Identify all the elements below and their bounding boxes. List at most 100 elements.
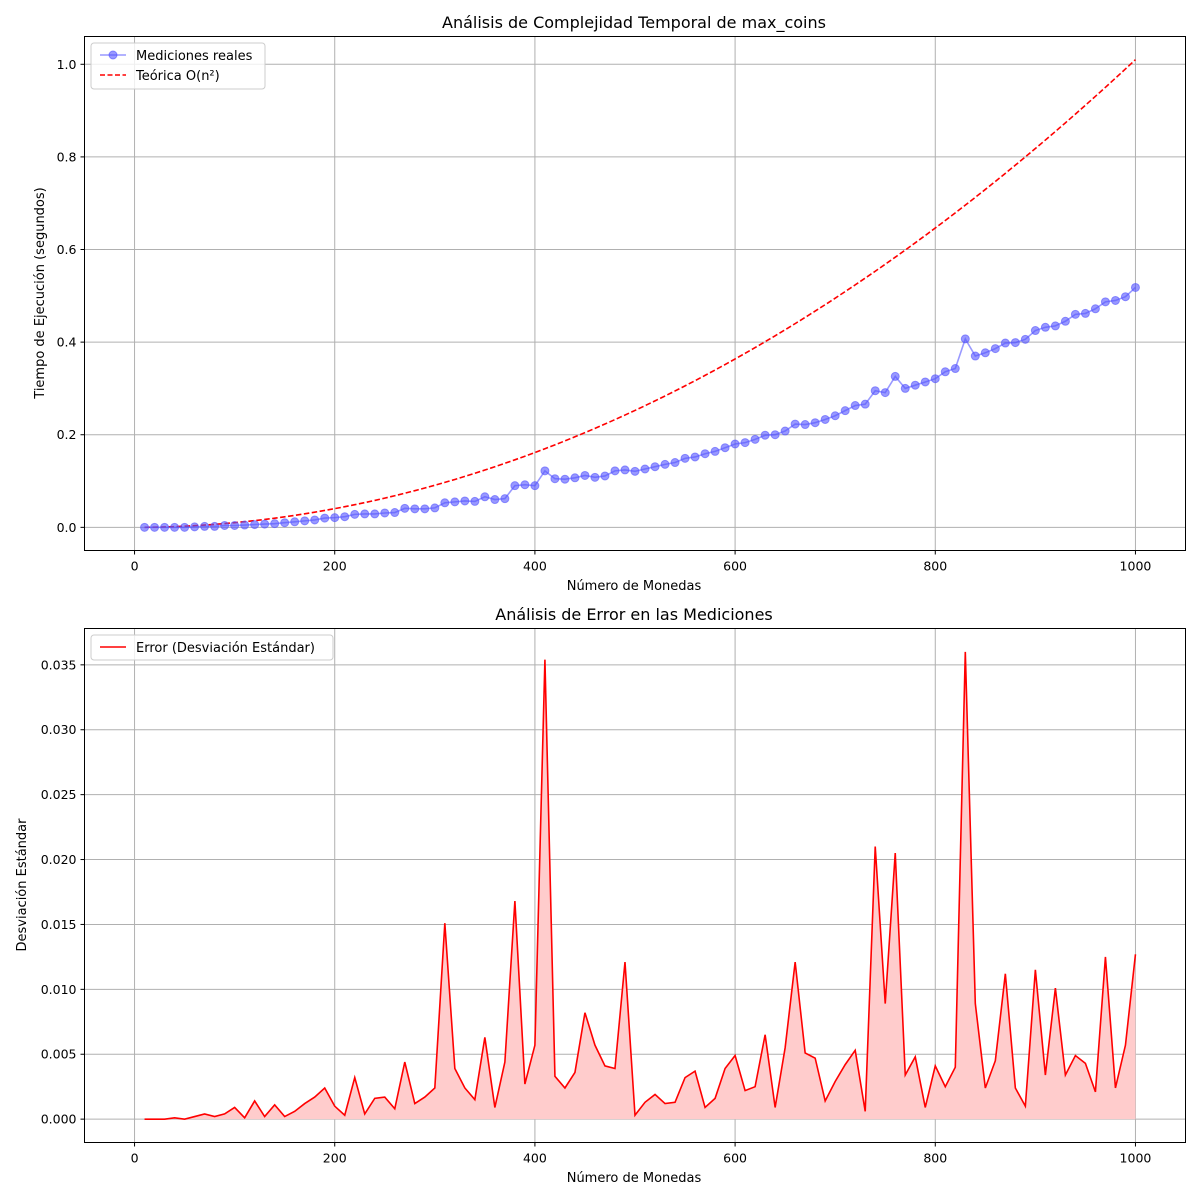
data-point-measured bbox=[180, 522, 190, 532]
data-point-measured bbox=[1120, 292, 1130, 302]
data-point-measured bbox=[760, 430, 770, 440]
data-point-measured bbox=[190, 522, 200, 532]
data-point-measured bbox=[690, 452, 700, 462]
data-point-measured bbox=[870, 386, 880, 396]
data-point-measured bbox=[810, 418, 820, 428]
data-point-measured bbox=[1080, 308, 1090, 318]
data-point-measured bbox=[440, 498, 450, 508]
data-point-measured bbox=[970, 351, 980, 361]
data-point-measured bbox=[650, 462, 660, 472]
data-point-measured bbox=[150, 522, 160, 532]
data-point-measured bbox=[750, 434, 760, 444]
data-point-measured bbox=[1130, 282, 1140, 292]
legend-entry-measured: Mediciones reales bbox=[100, 49, 253, 64]
data-point-measured bbox=[910, 380, 920, 390]
data-point-measured bbox=[610, 466, 620, 476]
series-line-measured bbox=[144, 286, 1136, 529]
data-point-measured bbox=[780, 426, 790, 436]
x-tick-label: 200 bbox=[323, 559, 347, 574]
legend-entry-theoretical: Teórica O(n²) bbox=[100, 69, 220, 84]
data-point-measured bbox=[230, 520, 240, 530]
x-axis-label: Número de Monedas bbox=[567, 1171, 702, 1186]
x-axis-label: Número de Monedas bbox=[567, 579, 702, 594]
y-tick-label: 0.000 bbox=[41, 1112, 77, 1127]
data-point-measured bbox=[360, 509, 370, 519]
data-point-measured bbox=[950, 364, 960, 374]
y-tick-label: 0.0 bbox=[57, 520, 77, 535]
data-point-measured bbox=[1110, 295, 1120, 305]
data-point-measured bbox=[1040, 322, 1050, 332]
data-point-measured bbox=[290, 517, 300, 527]
data-point-measured bbox=[550, 474, 560, 484]
data-point-measured bbox=[490, 495, 500, 505]
series-line-theoretical bbox=[144, 59, 1136, 529]
data-point-measured bbox=[580, 470, 590, 480]
series-line-error bbox=[144, 651, 1137, 1120]
data-point-measured bbox=[790, 419, 800, 429]
data-point-measured bbox=[140, 522, 150, 532]
data-point-measured bbox=[220, 520, 230, 530]
data-point-measured bbox=[720, 443, 730, 453]
data-point-measured bbox=[770, 430, 780, 440]
plot-area bbox=[140, 59, 1140, 532]
data-point-measured bbox=[1010, 338, 1020, 348]
data-point-measured bbox=[460, 496, 470, 506]
data-point-measured bbox=[390, 508, 400, 518]
data-point-measured bbox=[830, 411, 840, 421]
y-tick-label: 0.8 bbox=[57, 149, 77, 164]
data-point-measured bbox=[590, 472, 600, 482]
data-point-measured bbox=[380, 508, 390, 518]
data-point-measured bbox=[400, 503, 410, 513]
y-tick-label: 0.6 bbox=[57, 242, 77, 257]
data-point-measured bbox=[890, 371, 900, 381]
complexity-plot: Análisis de Complejidad Temporal de max_… bbox=[33, 13, 1186, 594]
x-tick-label: 600 bbox=[723, 559, 747, 574]
chart-title: Análisis de Complejidad Temporal de max_… bbox=[442, 13, 826, 33]
y-tick-label: 0.020 bbox=[41, 852, 77, 867]
data-point-measured bbox=[540, 466, 550, 476]
data-point-measured bbox=[310, 515, 320, 525]
data-point-measured bbox=[840, 406, 850, 416]
data-point-measured bbox=[370, 509, 380, 519]
axis-ticks: 0 200 400 600 800 1000 0.000 0.005 0.010 0.015 0.0… bbox=[41, 657, 1152, 1165]
x-tick-label: 0 bbox=[131, 1151, 139, 1166]
y-tick-label: 0.010 bbox=[41, 982, 77, 997]
data-point-measured bbox=[500, 494, 510, 504]
y-tick-label: 0.035 bbox=[41, 657, 77, 672]
data-point-measured bbox=[1100, 297, 1110, 307]
data-point-measured bbox=[1050, 321, 1060, 331]
x-tick-label: 800 bbox=[923, 559, 947, 574]
x-tick-label: 400 bbox=[523, 1151, 547, 1166]
data-point-measured bbox=[430, 503, 440, 513]
data-point-measured bbox=[600, 471, 610, 481]
data-point-measured bbox=[240, 520, 250, 530]
data-point-measured bbox=[1020, 334, 1030, 344]
chart-title: Análisis de Error en las Mediciones bbox=[495, 605, 773, 624]
data-point-measured bbox=[900, 383, 910, 393]
x-tick-label: 1000 bbox=[1120, 1151, 1152, 1166]
x-tick-label: 1000 bbox=[1120, 559, 1152, 574]
data-point-measured bbox=[1000, 338, 1010, 348]
axis-ticks: 0 200 400 600 800 1000 0.0 0.2 0.4 0.6 0.8 1.0 bbox=[57, 57, 1152, 574]
data-point-measured bbox=[570, 473, 580, 483]
data-point-measured bbox=[330, 513, 340, 523]
data-point-measured bbox=[1030, 326, 1040, 336]
data-point-measured bbox=[410, 504, 420, 514]
data-point-measured bbox=[880, 388, 890, 398]
data-point-measured bbox=[510, 481, 520, 491]
legend-box bbox=[90, 42, 266, 90]
data-point-measured bbox=[260, 519, 270, 529]
error-area-fill bbox=[144, 651, 1136, 1120]
y-axis-label: Tiempo de Ejecución (segundos) bbox=[33, 187, 48, 399]
data-point-measured bbox=[320, 513, 330, 523]
y-tick-label: 0.015 bbox=[41, 917, 77, 932]
y-tick-label: 0.4 bbox=[57, 335, 77, 350]
data-point-measured bbox=[980, 348, 990, 358]
legend-entry-error: Error (Desviación Estándar) bbox=[100, 641, 315, 656]
data-point-measured bbox=[340, 512, 350, 522]
data-point-measured bbox=[1060, 316, 1070, 326]
data-point-measured bbox=[1070, 309, 1080, 319]
data-point-measured bbox=[300, 516, 310, 526]
data-point-measured bbox=[270, 519, 280, 529]
